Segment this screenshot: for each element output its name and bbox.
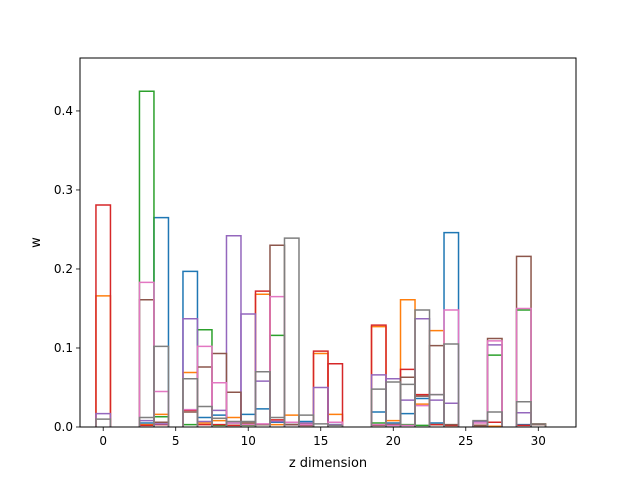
x-tick-label-5: 5 [172, 434, 180, 448]
x-tick-label-15: 15 [313, 434, 328, 448]
bar-series-8-bin-0 [95, 418, 112, 427]
bar-series-8-bin-14 [298, 414, 315, 427]
series-8 [95, 237, 547, 427]
bar-series-8-bin-4 [153, 345, 170, 427]
bar-series-7-bin-29 [515, 307, 532, 427]
bar-series-8-bin-13 [283, 237, 300, 427]
x-axis-label: z dimension [289, 456, 367, 471]
y-axis: 0.0 0.1 0.2 0.3 0.4 [54, 104, 80, 434]
x-tick-label-0: 0 [99, 434, 107, 448]
y-tick-label-0: 0.0 [54, 420, 73, 434]
bar-series-8-bin-27 [486, 411, 503, 427]
bar-series-8-bin-16 [327, 424, 344, 427]
x-tick-label-25: 25 [458, 434, 473, 448]
bar-series-5-bin-10 [240, 313, 257, 427]
bar-series-3-bin-3 [138, 90, 155, 427]
x-tick-label-20: 20 [386, 434, 401, 448]
axes-frame [79, 57, 577, 428]
y-axis-label: w [29, 237, 44, 248]
bar-series-7-bin-27 [486, 340, 503, 427]
bar-series-8-bin-24 [443, 343, 460, 427]
bar-series-7-bin-8 [211, 382, 228, 427]
y-tick-label-1: 0.1 [54, 341, 73, 355]
y-tick-label-3: 0.3 [54, 183, 73, 197]
x-tick-label-30: 30 [531, 434, 546, 448]
bar-series-8-bin-7 [196, 405, 213, 427]
bar-series-8-bin-29 [515, 400, 532, 427]
bar-series-8-bin-30 [530, 423, 547, 427]
bar-series-8-bin-11 [254, 370, 271, 427]
x-tick-label-10: 10 [241, 434, 256, 448]
bar-series-4-bin-0 [95, 204, 112, 427]
y-tick-label-4: 0.4 [54, 104, 73, 118]
bar-series-8-bin-22 [414, 309, 431, 427]
series-layer [95, 90, 547, 427]
y-tick-label-2: 0.2 [54, 262, 73, 276]
x-axis: 0 5 10 15 20 25 30 [99, 427, 546, 448]
bar-series-5-bin-15 [312, 386, 329, 427]
bar-series-8-bin-6 [182, 378, 199, 427]
